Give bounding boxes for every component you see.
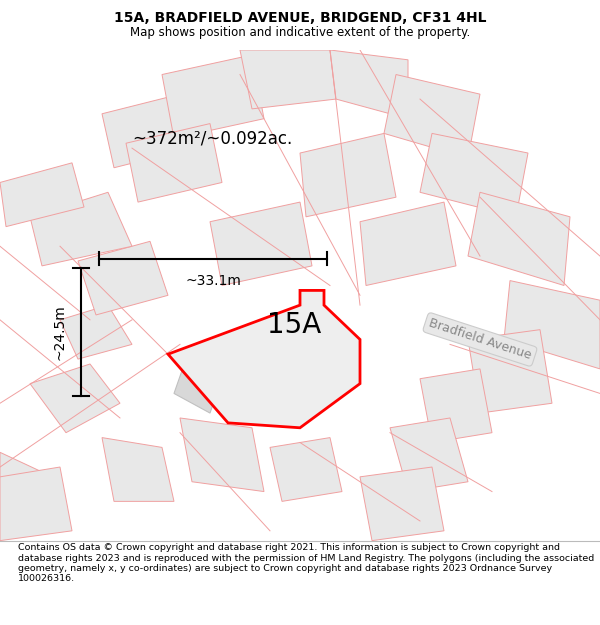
Text: Map shows position and indicative extent of the property.: Map shows position and indicative extent… — [130, 26, 470, 39]
Polygon shape — [102, 438, 174, 501]
Polygon shape — [0, 467, 72, 541]
Polygon shape — [360, 467, 444, 541]
Polygon shape — [78, 241, 168, 315]
Text: ~372m²/~0.092ac.: ~372m²/~0.092ac. — [132, 129, 292, 148]
Text: Bradfield Avenue: Bradfield Avenue — [427, 317, 533, 362]
Polygon shape — [162, 55, 264, 138]
Polygon shape — [0, 163, 84, 227]
Polygon shape — [0, 452, 60, 531]
Polygon shape — [330, 50, 408, 119]
Polygon shape — [390, 418, 468, 491]
Polygon shape — [30, 364, 120, 432]
Polygon shape — [60, 305, 132, 359]
Polygon shape — [126, 124, 222, 202]
Polygon shape — [174, 359, 222, 413]
Polygon shape — [360, 202, 456, 286]
Text: 15A, BRADFIELD AVENUE, BRIDGEND, CF31 4HL: 15A, BRADFIELD AVENUE, BRIDGEND, CF31 4H… — [114, 11, 486, 25]
Polygon shape — [102, 94, 192, 168]
Polygon shape — [210, 202, 312, 286]
Polygon shape — [300, 133, 396, 217]
Text: 15A: 15A — [267, 311, 321, 339]
Text: ~24.5m: ~24.5m — [52, 304, 66, 360]
Polygon shape — [168, 291, 360, 428]
Polygon shape — [180, 418, 264, 491]
Polygon shape — [504, 281, 600, 369]
Text: ~33.1m: ~33.1m — [185, 274, 241, 288]
Polygon shape — [264, 329, 312, 384]
Polygon shape — [240, 50, 336, 109]
Polygon shape — [270, 438, 342, 501]
Polygon shape — [468, 329, 552, 413]
Polygon shape — [30, 192, 132, 266]
Polygon shape — [468, 192, 570, 286]
Text: Contains OS data © Crown copyright and database right 2021. This information is : Contains OS data © Crown copyright and d… — [18, 543, 594, 583]
Polygon shape — [384, 74, 480, 158]
Polygon shape — [420, 369, 492, 442]
Polygon shape — [420, 133, 528, 217]
